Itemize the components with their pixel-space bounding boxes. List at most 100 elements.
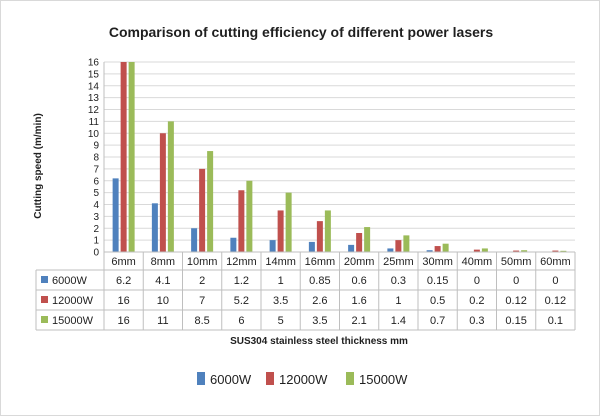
chart-title: Comparison of cutting efficiency of diff… (109, 24, 493, 40)
data-label: 1.2 (234, 275, 249, 287)
data-label: 0.6 (351, 275, 366, 287)
bar-12000W-10mm (199, 168, 206, 252)
bar-15000W-25mm (403, 235, 410, 252)
x-axis-label: SUS304 stainless steel thickness mm (230, 336, 408, 347)
data-label: 7 (199, 295, 205, 307)
bar-15000W-6mm (128, 62, 135, 252)
x-tick-label: 50mm (501, 256, 532, 268)
y-axis-label: Cutting speed (m/min) (33, 113, 44, 219)
data-label: 16 (118, 315, 130, 327)
bar-6000W-16mm (308, 241, 315, 252)
data-label: 3.5 (312, 315, 327, 327)
data-label: 0.1 (548, 315, 563, 327)
bar-15000W-20mm (364, 227, 371, 252)
bar-15000W-8mm (167, 121, 174, 252)
table-series-name: 6000W (52, 275, 87, 287)
bar-6000W-8mm (151, 203, 158, 252)
data-label: 1.4 (391, 315, 406, 327)
y-tick-label: 13 (88, 93, 100, 104)
bar-15000W-30mm (442, 243, 449, 252)
x-tick-label: 6mm (111, 256, 135, 268)
data-label: 0 (474, 275, 480, 287)
y-tick-label: 0 (93, 248, 99, 259)
legend-key (266, 372, 274, 385)
legend-label: 6000W (210, 372, 252, 387)
bar-12000W-25mm (395, 240, 402, 252)
data-label: 0.5 (430, 295, 445, 307)
bar-15000W-12mm (246, 180, 253, 252)
x-tick-label: 40mm (462, 256, 493, 268)
legend: 6000W 12000W 15000W (197, 372, 408, 387)
x-tick-label: 25mm (383, 256, 414, 268)
bar-6000W-25mm (387, 248, 394, 252)
data-label: 0 (552, 275, 558, 287)
bar-15000W-60mm (560, 250, 567, 252)
y-tick-label: 5 (93, 188, 99, 199)
data-label: 0.7 (430, 315, 445, 327)
bar-12000W-30mm (434, 246, 441, 252)
y-tick-label: 2 (93, 224, 99, 235)
y-tick-label: 15 (88, 69, 100, 80)
data-label: 3.5 (273, 295, 288, 307)
y-tick-label: 12 (88, 105, 100, 116)
bar-6000W-30mm (426, 250, 433, 252)
bar-12000W-20mm (356, 233, 363, 252)
data-label: 2.6 (312, 295, 327, 307)
bar-6000W-6mm (112, 178, 119, 252)
y-tick-label: 7 (93, 164, 99, 175)
data-label: 0.3 (391, 275, 406, 287)
table-legend-key (41, 296, 48, 303)
data-label: 0.15 (505, 315, 526, 327)
y-tick-label: 6 (93, 176, 99, 187)
data-label: 1 (278, 275, 284, 287)
bar-12000W-12mm (238, 190, 245, 252)
data-label: 0.85 (309, 275, 330, 287)
bar-12000W-8mm (159, 133, 166, 252)
y-tick-label: 10 (88, 129, 100, 140)
y-tick-label: 8 (93, 153, 99, 164)
bar-12000W-40mm (473, 249, 480, 252)
y-tick-label: 3 (93, 212, 99, 223)
x-tick-label: 12mm (226, 256, 257, 268)
x-tick-label: 60mm (540, 256, 571, 268)
bars (112, 62, 567, 252)
bar-12000W-16mm (316, 221, 323, 252)
x-tick-label: 20mm (344, 256, 375, 268)
data-label: 16 (118, 295, 130, 307)
bar-12000W-60mm (552, 250, 559, 252)
table-legend-key (41, 316, 48, 323)
x-tick-label: 8mm (151, 256, 175, 268)
table-series-name: 15000W (52, 315, 94, 327)
data-label: 6 (238, 315, 244, 327)
data-label: 10 (157, 295, 169, 307)
data-label: 5 (278, 315, 284, 327)
bar-15000W-16mm (324, 210, 331, 252)
y-tick-label: 11 (89, 117, 100, 128)
x-tick-label: 30mm (422, 256, 453, 268)
data-label: 8.5 (194, 315, 209, 327)
legend-label: 15000W (359, 372, 408, 387)
bar-12000W-14mm (277, 210, 284, 252)
data-label: 0.12 (545, 295, 566, 307)
data-table: 6mm 8mm 10mm 12mm 14mm 16mm 20mm 25mm 30mm 40mm 50… (35, 251, 576, 331)
data-label: 0.15 (427, 275, 448, 287)
bar-6000W-10mm (191, 228, 198, 252)
y-tick-label: 9 (93, 141, 99, 152)
data-label: 1 (395, 295, 401, 307)
x-tick-label: 14mm (265, 256, 296, 268)
data-label: 2.1 (351, 315, 366, 327)
data-label: 0.2 (469, 295, 484, 307)
data-label: 0 (513, 275, 519, 287)
legend-key (197, 372, 205, 385)
bar-15000W-50mm (521, 250, 528, 252)
bar-15000W-14mm (285, 192, 292, 252)
data-label: 11 (157, 315, 168, 327)
legend-label: 12000W (279, 372, 328, 387)
bar-6000W-14mm (269, 240, 276, 252)
x-tick-label: 16mm (305, 256, 336, 268)
data-label: 5.2 (234, 295, 249, 307)
data-label: 0.3 (469, 315, 484, 327)
table-legend-key (41, 276, 48, 283)
